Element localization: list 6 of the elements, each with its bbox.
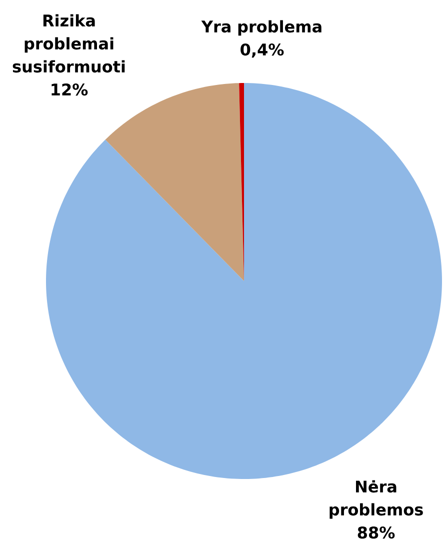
slice-label: Nėra problemos xyxy=(330,480,423,519)
slice-label: Rizika problemai susiformuoti xyxy=(12,14,125,73)
data-label: 12% xyxy=(52,83,88,96)
data-label: 88% xyxy=(358,526,395,539)
data-label: 0,4% xyxy=(240,43,284,58)
slice-label: Yra problema xyxy=(201,20,322,36)
